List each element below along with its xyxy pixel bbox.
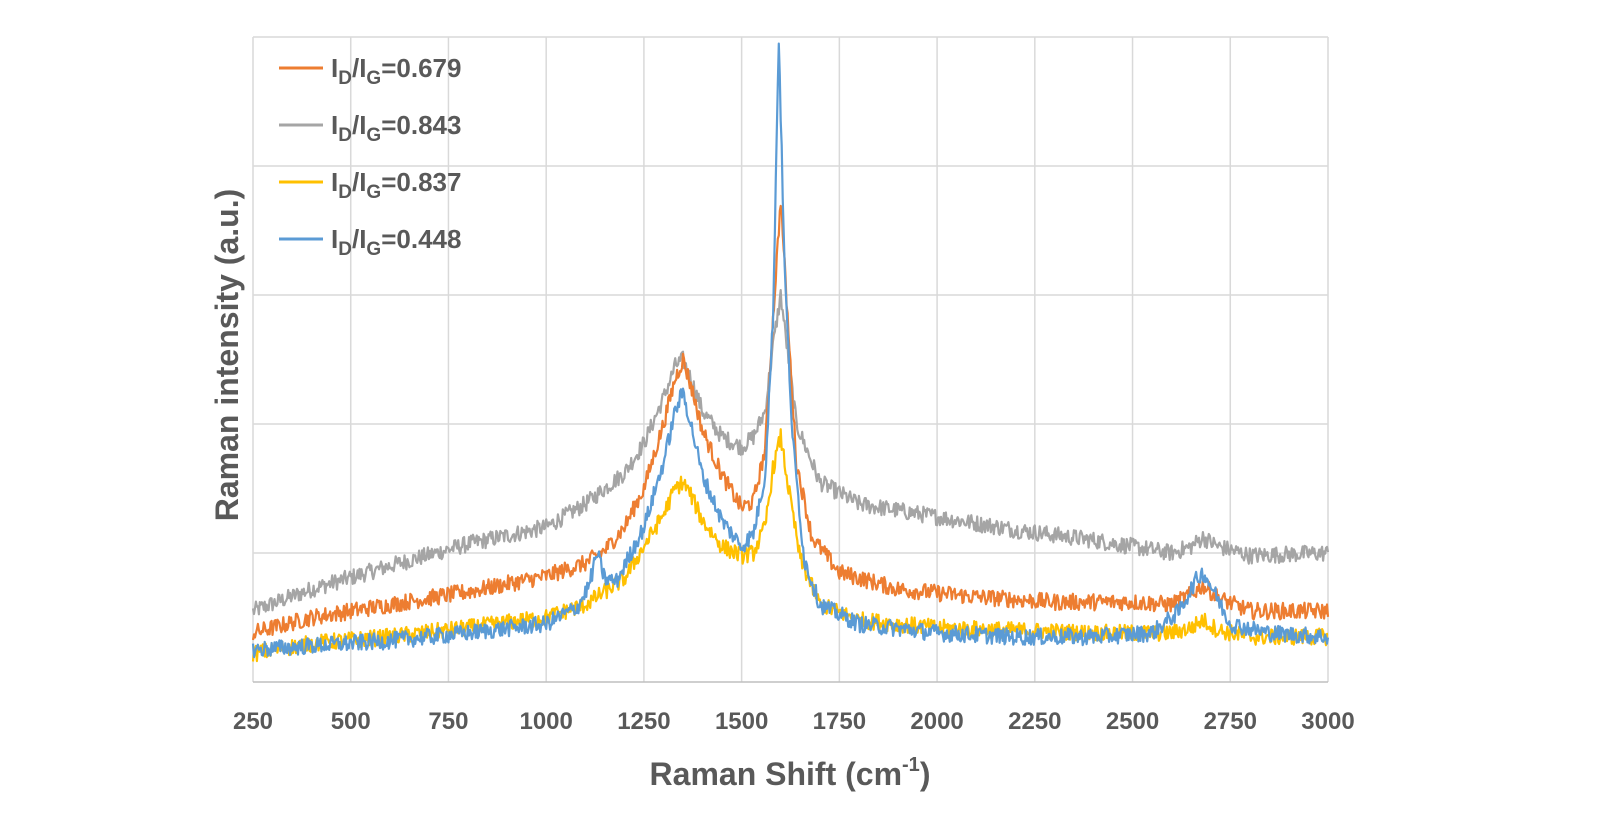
x-tick-label: 1000 <box>519 708 572 735</box>
x-axis-title: Raman Shift (cm-1) <box>650 754 931 792</box>
legend-item-0: ID/IG=0.679 <box>279 53 461 89</box>
x-tick-labels: 250 500 750 1000 1250 1500 1750 2000 2250 2500 275… <box>233 708 1355 735</box>
x-tick-label: 2250 <box>1008 708 1061 735</box>
x-tick-label: 500 <box>331 708 371 735</box>
x-tick-label: 2000 <box>910 708 963 735</box>
series-line-2 <box>251 428 1329 663</box>
legend-item-3: ID/IG=0.448 <box>279 224 461 260</box>
series-line-0 <box>251 204 1330 641</box>
y-axis-title: Raman intensity (a.u.) <box>209 189 245 522</box>
legend-label: ID/IG=0.837 <box>331 167 461 203</box>
x-tick-label: 1500 <box>715 708 768 735</box>
legend: ID/IG=0.679 ID/IG=0.843 ID/IG=0.837 ID/IG=0… <box>279 53 461 260</box>
legend-label: ID/IG=0.679 <box>331 53 461 89</box>
x-tick-label: 3000 <box>1301 708 1354 735</box>
legend-item-2: ID/IG=0.837 <box>279 167 461 203</box>
x-tick-label: 1750 <box>813 708 866 735</box>
legend-label: ID/IG=0.448 <box>331 224 461 260</box>
x-tick-label: 250 <box>233 708 273 735</box>
legend-item-1: ID/IG=0.843 <box>279 110 461 146</box>
x-axis-title-superscript: -1 <box>902 754 920 776</box>
series-line-3 <box>251 42 1330 659</box>
x-tick-label: 2500 <box>1106 708 1159 735</box>
x-tick-label: 1250 <box>617 708 670 735</box>
series-line-1 <box>251 289 1330 616</box>
series-layer <box>251 42 1330 663</box>
x-tick-label: 750 <box>428 708 468 735</box>
legend-label: ID/IG=0.843 <box>331 110 461 146</box>
grid <box>252 36 1329 682</box>
x-tick-label: 2750 <box>1204 708 1257 735</box>
